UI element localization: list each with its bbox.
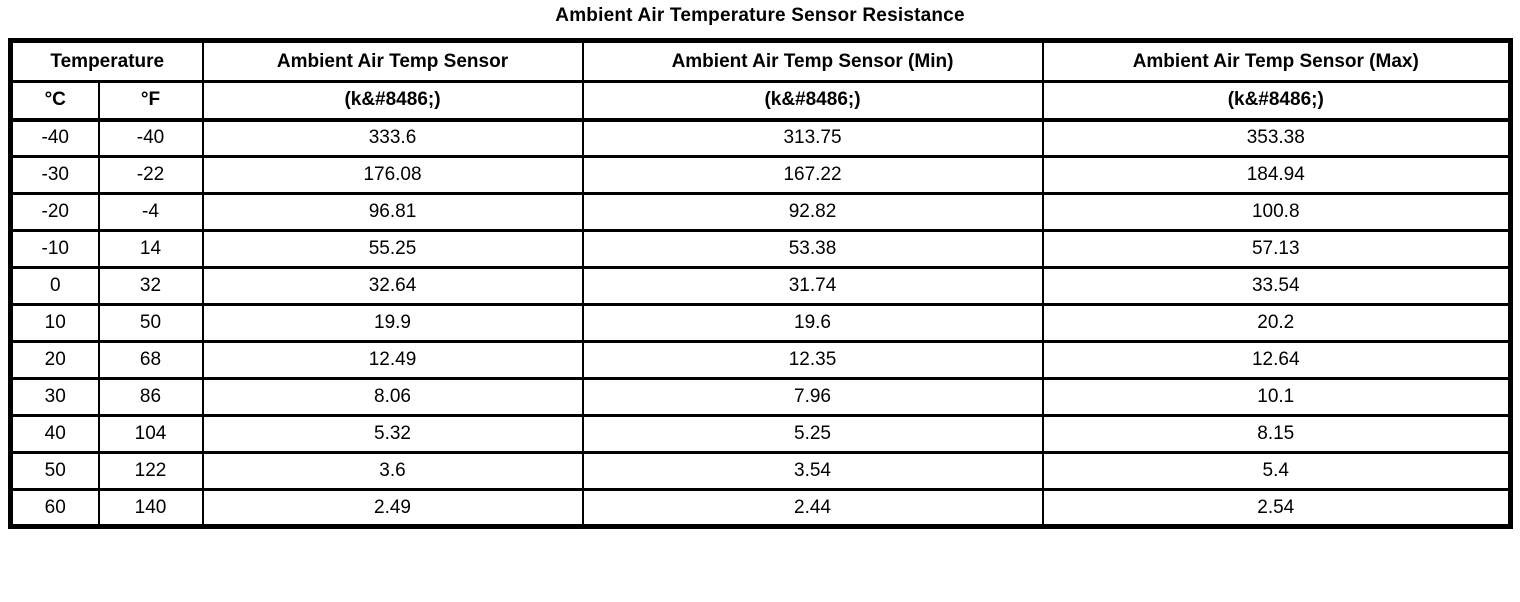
cell-sensor-min: 2.44: [581, 488, 1044, 528]
cell-temp-f: -40: [97, 118, 204, 158]
table-header: Temperature Ambient Air Temp Sensor Ambi…: [9, 39, 1512, 122]
table-row: 30 86 8.06 7.96 10.1: [9, 377, 1512, 417]
cell-sensor-max: 10.1: [1041, 377, 1512, 417]
cell-temp-c: -40: [9, 118, 100, 158]
cell-temp-c: 60: [9, 488, 100, 528]
table-row: 60 140 2.49 2.44 2.54: [9, 488, 1512, 528]
cell-sensor: 12.49: [201, 340, 584, 380]
cell-temp-f: 32: [97, 266, 204, 306]
cell-sensor-min: 19.6: [581, 303, 1044, 343]
cell-sensor: 96.81: [201, 192, 584, 232]
cell-sensor-max: 12.64: [1041, 340, 1512, 380]
cell-temp-f: -22: [97, 155, 204, 195]
cell-temp-c: -30: [9, 155, 100, 195]
cell-sensor-max: 8.15: [1041, 414, 1512, 454]
table-row: -20 -4 96.81 92.82 100.8: [9, 192, 1512, 232]
cell-sensor: 333.6: [201, 118, 584, 158]
header-sensor: Ambient Air Temp Sensor: [201, 39, 584, 83]
table-body: -40 -40 333.6 313.75 353.38 -30 -22 176.…: [9, 118, 1512, 528]
header-sensor-min: Ambient Air Temp Sensor (Min): [581, 39, 1044, 83]
cell-sensor: 3.6: [201, 451, 584, 491]
cell-temp-c: 50: [9, 451, 100, 491]
cell-temp-f: 86: [97, 377, 204, 417]
table-row: 50 122 3.6 3.54 5.4: [9, 451, 1512, 491]
page-title: Ambient Air Temperature Sensor Resistanc…: [555, 5, 965, 26]
header-sensor-min-unit: (k&#8486;): [581, 80, 1044, 122]
cell-temp-c: -20: [9, 192, 100, 232]
cell-sensor-max: 20.2: [1041, 303, 1512, 343]
cell-temp-c: 10: [9, 303, 100, 343]
cell-sensor-min: 31.74: [581, 266, 1044, 306]
cell-sensor: 176.08: [201, 155, 584, 195]
cell-sensor: 5.32: [201, 414, 584, 454]
cell-temp-c: 20: [9, 340, 100, 380]
table-row: 20 68 12.49 12.35 12.64: [9, 340, 1512, 380]
header-fahrenheit: °F: [97, 80, 204, 122]
cell-sensor-max: 100.8: [1041, 192, 1512, 232]
cell-sensor-min: 3.54: [581, 451, 1044, 491]
cell-sensor-min: 5.25: [581, 414, 1044, 454]
header-sensor-max: Ambient Air Temp Sensor (Max): [1041, 39, 1512, 83]
table-row: -40 -40 333.6 313.75 353.38: [9, 118, 1512, 158]
cell-sensor-max: 5.4: [1041, 451, 1512, 491]
cell-temp-f: 122: [97, 451, 204, 491]
table-row: 10 50 19.9 19.6 20.2: [9, 303, 1512, 343]
resistance-table: Temperature Ambient Air Temp Sensor Ambi…: [8, 38, 1513, 529]
cell-sensor: 55.25: [201, 229, 584, 269]
cell-sensor-max: 33.54: [1041, 266, 1512, 306]
cell-sensor-min: 167.22: [581, 155, 1044, 195]
cell-sensor-max: 184.94: [1041, 155, 1512, 195]
cell-temp-c: 0: [9, 266, 100, 306]
table-row: -10 14 55.25 53.38 57.13: [9, 229, 1512, 269]
header-unit-row: °C °F (k&#8486;) (k&#8486;) (k&#8486;): [9, 80, 1512, 122]
cell-sensor-max: 2.54: [1041, 488, 1512, 528]
cell-sensor-min: 53.38: [581, 229, 1044, 269]
header-temperature: Temperature: [9, 39, 204, 83]
table-row: 40 104 5.32 5.25 8.15: [9, 414, 1512, 454]
cell-sensor: 2.49: [201, 488, 584, 528]
cell-sensor-min: 7.96: [581, 377, 1044, 417]
cell-temp-f: 140: [97, 488, 204, 528]
table-row: -30 -22 176.08 167.22 184.94: [9, 155, 1512, 195]
cell-sensor-min: 92.82: [581, 192, 1044, 232]
cell-temp-c: 40: [9, 414, 100, 454]
cell-sensor-min: 313.75: [581, 118, 1044, 158]
cell-sensor-max: 353.38: [1041, 118, 1512, 158]
header-sensor-max-unit: (k&#8486;): [1041, 80, 1512, 122]
cell-temp-f: 14: [97, 229, 204, 269]
cell-temp-f: 68: [97, 340, 204, 380]
cell-temp-c: 30: [9, 377, 100, 417]
cell-sensor: 32.64: [201, 266, 584, 306]
cell-sensor-min: 12.35: [581, 340, 1044, 380]
cell-temp-f: 104: [97, 414, 204, 454]
cell-temp-c: -10: [9, 229, 100, 269]
header-sensor-unit: (k&#8486;): [201, 80, 584, 122]
cell-temp-f: -4: [97, 192, 204, 232]
header-celsius: °C: [9, 80, 100, 122]
cell-temp-f: 50: [97, 303, 204, 343]
table-row: 0 32 32.64 31.74 33.54: [9, 266, 1512, 306]
cell-sensor: 8.06: [201, 377, 584, 417]
header-group-row: Temperature Ambient Air Temp Sensor Ambi…: [9, 39, 1512, 83]
cell-sensor: 19.9: [201, 303, 584, 343]
cell-sensor-max: 57.13: [1041, 229, 1512, 269]
